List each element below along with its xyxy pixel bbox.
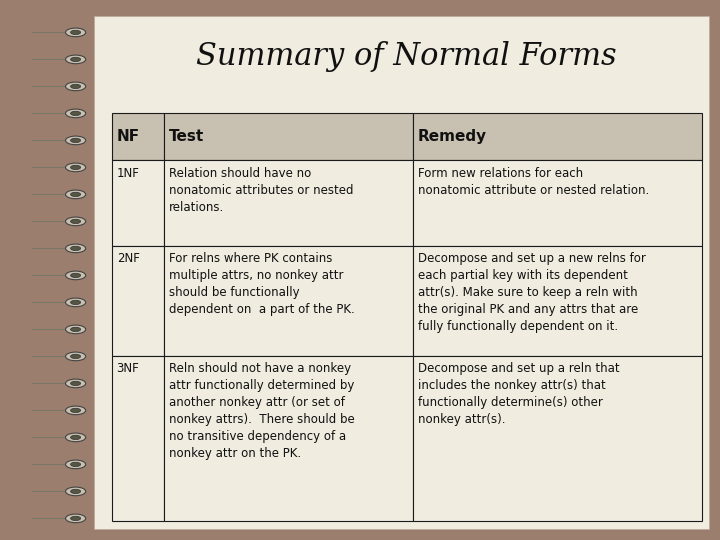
Ellipse shape (71, 84, 81, 89)
Text: 1NF: 1NF (117, 167, 140, 180)
Ellipse shape (66, 82, 86, 91)
Text: Test: Test (168, 130, 204, 144)
Ellipse shape (66, 109, 86, 118)
Ellipse shape (66, 460, 86, 469)
Ellipse shape (71, 462, 81, 467)
Ellipse shape (71, 489, 81, 494)
Ellipse shape (71, 300, 81, 305)
Text: Remedy: Remedy (418, 130, 487, 144)
Ellipse shape (71, 192, 81, 197)
Bar (112, 113, 163, 160)
Ellipse shape (71, 327, 81, 332)
Ellipse shape (66, 379, 86, 388)
Ellipse shape (66, 190, 86, 199)
Text: Decompose and set up a reln that
includes the nonkey attr(s) that
functionally d: Decompose and set up a reln that include… (418, 362, 619, 427)
Ellipse shape (66, 271, 86, 280)
Bar (413, 246, 702, 356)
Bar (413, 160, 702, 246)
Ellipse shape (71, 165, 81, 170)
Ellipse shape (71, 435, 81, 440)
Bar (112, 246, 163, 356)
Ellipse shape (71, 219, 81, 224)
Bar (413, 113, 702, 160)
Text: NF: NF (117, 130, 140, 144)
Text: Form new relations for each
nonatomic attribute or nested relation.: Form new relations for each nonatomic at… (418, 167, 649, 197)
Text: Summary of Normal Forms: Summary of Normal Forms (197, 41, 617, 72)
Bar (112, 356, 163, 521)
Ellipse shape (66, 136, 86, 145)
Bar (112, 160, 163, 246)
Ellipse shape (66, 325, 86, 334)
Ellipse shape (71, 246, 81, 251)
Ellipse shape (66, 163, 86, 172)
Ellipse shape (66, 55, 86, 64)
Ellipse shape (71, 273, 81, 278)
Ellipse shape (66, 298, 86, 307)
Ellipse shape (71, 516, 81, 521)
Text: Relation should have no
nonatomic attributes or nested
relations.: Relation should have no nonatomic attrib… (168, 167, 353, 214)
Ellipse shape (66, 433, 86, 442)
Ellipse shape (71, 57, 81, 62)
Text: 3NF: 3NF (117, 362, 140, 375)
Bar (163, 246, 413, 356)
Ellipse shape (71, 138, 81, 143)
Ellipse shape (71, 354, 81, 359)
Ellipse shape (66, 487, 86, 496)
Ellipse shape (66, 28, 86, 37)
Text: Decompose and set up a new relns for
each partial key with its dependent
attr(s): Decompose and set up a new relns for eac… (418, 252, 646, 333)
Ellipse shape (66, 352, 86, 361)
FancyBboxPatch shape (94, 16, 709, 529)
Bar (163, 160, 413, 246)
Ellipse shape (71, 381, 81, 386)
Bar (163, 113, 413, 160)
Ellipse shape (66, 406, 86, 415)
Ellipse shape (66, 514, 86, 523)
Bar (163, 356, 413, 521)
Text: For relns where PK contains
multiple attrs, no nonkey attr
should be functionall: For relns where PK contains multiple att… (168, 252, 354, 316)
Ellipse shape (66, 244, 86, 253)
Ellipse shape (71, 111, 81, 116)
Ellipse shape (71, 30, 81, 35)
Text: 2NF: 2NF (117, 252, 140, 265)
Bar (413, 356, 702, 521)
Text: Reln should not have a nonkey
attr functionally determined by
another nonkey att: Reln should not have a nonkey attr funct… (168, 362, 354, 461)
Ellipse shape (66, 217, 86, 226)
Ellipse shape (71, 408, 81, 413)
